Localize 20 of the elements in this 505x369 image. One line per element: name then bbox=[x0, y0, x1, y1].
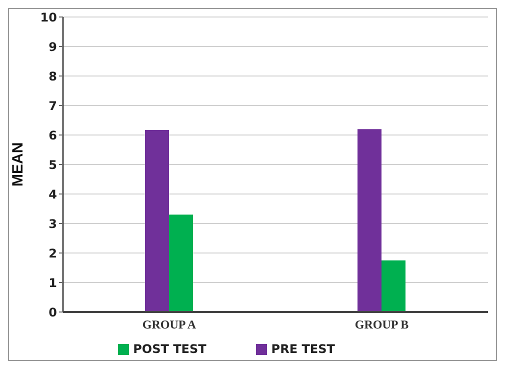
y-tick-label: 10 bbox=[40, 10, 57, 24]
bar bbox=[145, 130, 169, 312]
bar bbox=[169, 214, 193, 312]
y-tick-label: 0 bbox=[48, 305, 57, 320]
y-tick-label: 9 bbox=[48, 40, 57, 54]
x-tick-label: GROUP A bbox=[142, 318, 196, 332]
x-tick-label: GROUP B bbox=[354, 318, 409, 332]
legend-label: POST TEST bbox=[133, 342, 206, 356]
y-tick-label: 8 bbox=[48, 69, 57, 84]
y-tick-label: 3 bbox=[48, 216, 57, 231]
y-tick-label: 6 bbox=[48, 128, 57, 142]
y-tick-label: 7 bbox=[48, 98, 57, 113]
y-axis-title: MEAN bbox=[9, 142, 26, 186]
y-tick-label: 1 bbox=[48, 276, 57, 290]
y-tick-label: 4 bbox=[48, 187, 57, 202]
y-tick-label: 5 bbox=[48, 158, 57, 172]
bar bbox=[382, 260, 406, 312]
bar bbox=[358, 129, 382, 312]
y-tick-label: 2 bbox=[48, 246, 57, 260]
legend-label: PRE TEST bbox=[271, 342, 335, 356]
